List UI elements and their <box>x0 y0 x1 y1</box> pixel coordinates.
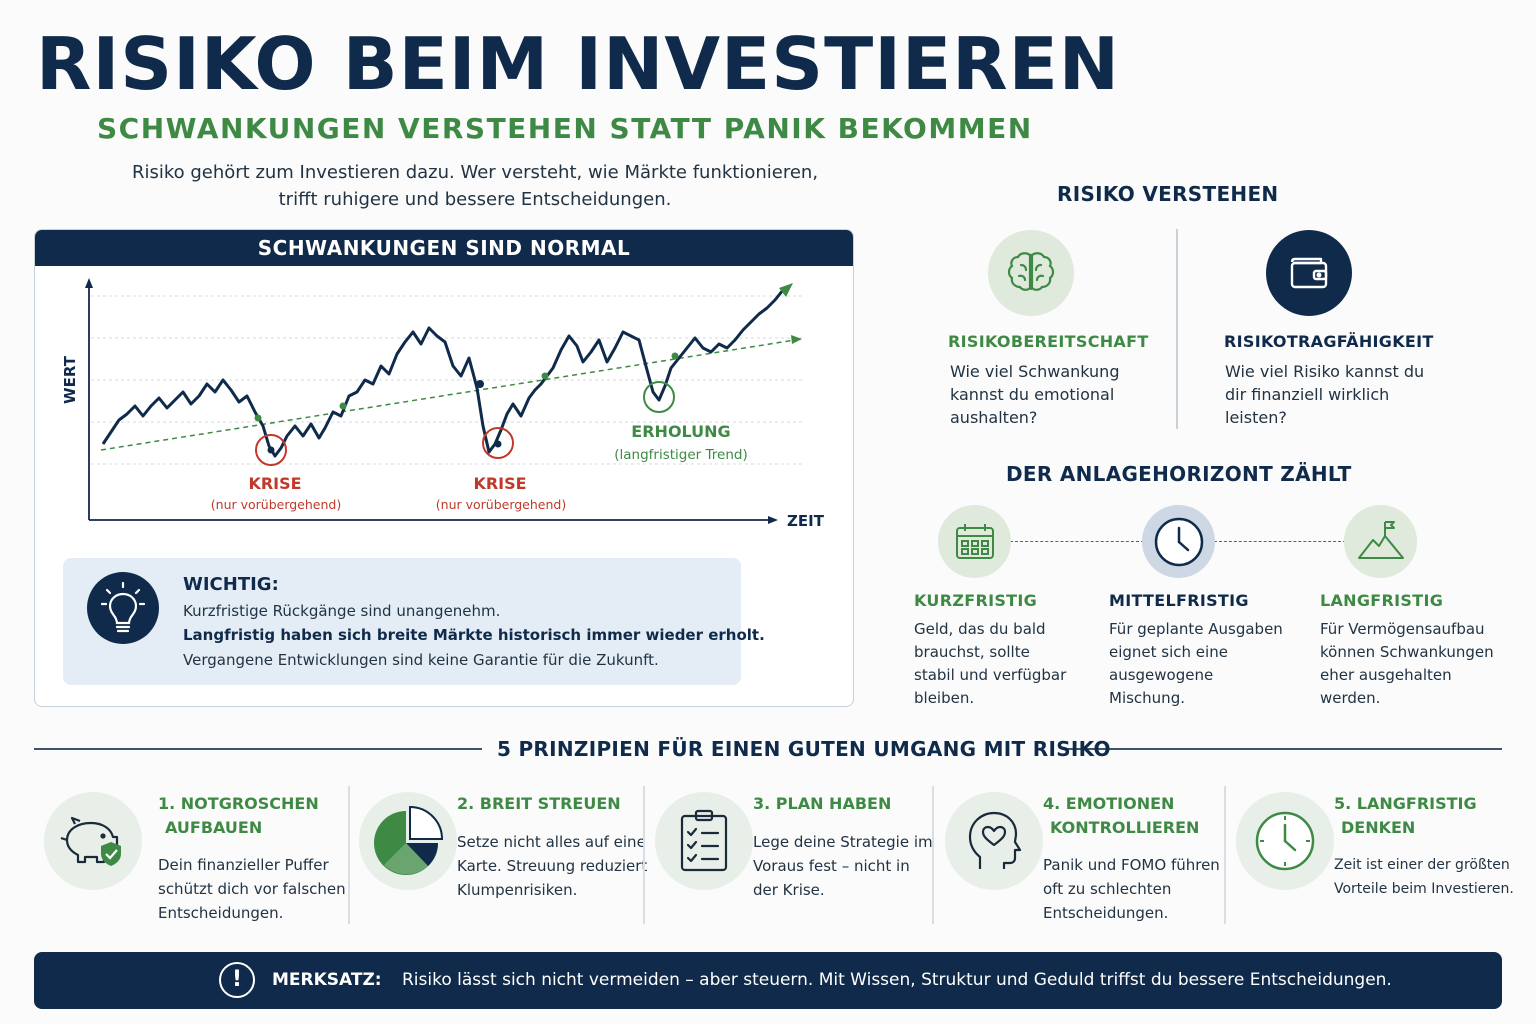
principle-5-text: Zeit ist einer der größten Vorteile beim… <box>1334 857 1514 897</box>
principle-divider-4 <box>1224 786 1226 924</box>
mountain-flag-icon <box>1344 505 1417 578</box>
wallet-icon <box>1266 230 1352 316</box>
principle-1-title: 1. NOTGROSCHEN AUFBAUEN <box>158 794 319 837</box>
clock-icon <box>1236 792 1334 890</box>
crisis-label-1: KRISE <box>248 474 301 493</box>
crisis-label-2: KRISE <box>473 474 526 493</box>
recovery-label: ERHOLUNG <box>631 422 730 441</box>
horizon-item-3-title: LANGFRISTIG <box>1320 591 1444 610</box>
crisis-marker-2 <box>482 427 514 459</box>
risk-heading: RISIKO VERSTEHEN <box>1057 182 1279 206</box>
important-note: WICHTIG: Kurzfristige Rückgänge sind una… <box>63 558 765 685</box>
clock-icon <box>1142 505 1215 578</box>
principle-3-title: 3. PLAN HABEN <box>753 794 892 813</box>
recovery-marker <box>643 381 675 413</box>
horizon-item-1-title: KURZFRISTIG <box>914 591 1038 610</box>
risk-item-1-title: RISIKOBEREITSCHAFT <box>948 332 1149 351</box>
principle-2-text: Setze nicht alles auf eine Karte. Streuu… <box>457 833 648 899</box>
recovery-sub: (langfristiger Trend) <box>614 447 747 463</box>
principle-3-text: Lege deine Strategie im Voraus fest – ni… <box>753 833 933 899</box>
horizon-heading: DER ANLAGEHORIZONT ZÄHLT <box>1006 462 1352 486</box>
principle-divider-2 <box>643 786 645 924</box>
x-axis-label: ZEIT <box>787 512 825 530</box>
pie-chart-icon <box>359 792 457 890</box>
merksatz-label: MERKSATZ: <box>272 970 382 990</box>
principle-4-text: Panik und FOMO führen oft zu schlechten … <box>1043 856 1220 922</box>
horizon-item-3-text: Für Vermögensaufbau können Schwankungen … <box>1320 620 1494 707</box>
risk-item-2-title: RISIKOTRAGFÄHIGKEIT <box>1224 332 1434 351</box>
brain-icon <box>988 230 1074 316</box>
y-axis-label: WERT <box>61 355 79 404</box>
checklist-icon <box>655 792 753 890</box>
intro-text: Risiko gehört zum Investieren dazu. Wer … <box>131 162 819 210</box>
calendar-icon <box>938 505 1011 578</box>
principle-5-title: 5. LANGFRISTIG DENKEN <box>1334 794 1477 837</box>
horizon-item-2-text: Für geplante Ausgaben eignet sich eine a… <box>1109 620 1283 707</box>
risk-item-1-text: Wie viel Schwankung kannst du emotional … <box>950 362 1120 427</box>
horizon-item-2-title: MITTELFRISTIG <box>1109 591 1249 610</box>
crisis-sub-1: (nur vorübergehend) <box>211 497 341 512</box>
horizon-item-1-text: Geld, das du bald brauchst, sollte stabi… <box>914 620 1067 707</box>
head-heart-icon <box>945 792 1043 890</box>
principles-rule-left <box>34 748 482 750</box>
principle-2-title: 2. BREIT STREUEN <box>457 794 621 813</box>
chart-svg: WERT ZEIT KRISE (nur vorübergehend) KRIS… <box>61 278 825 530</box>
note-line-3: Vergangene Entwicklungen sind keine Gara… <box>183 651 659 669</box>
crisis-sub-2: (nur vorübergehend) <box>436 497 566 512</box>
page-subtitle: SCHWANKUNGEN VERSTEHEN STATT PANIK BEKOM… <box>97 112 1033 145</box>
principle-1-text: Dein finanzieller Puffer schützt dich vo… <box>158 856 346 922</box>
note-title: WICHTIG: <box>183 574 279 595</box>
merksatz-banner: ! MERKSATZ: Risiko lässt sich nicht verm… <box>34 952 1502 1009</box>
principles-rule-right <box>1064 748 1502 750</box>
merksatz-text: Risiko lässt sich nicht vermeiden – aber… <box>402 970 1392 990</box>
note-line-2: Langfristig haben sich breite Märkte his… <box>183 626 765 644</box>
principles-heading: 5 PRINZIPIEN FÜR EINEN GUTEN UMGANG MIT … <box>497 737 1111 761</box>
horizon-connector-1 <box>1010 541 1144 542</box>
note-line-1: Kurzfristige Rückgänge sind unangenehm. <box>183 602 501 620</box>
chart-header: SCHWANKUNGEN SIND NORMAL <box>35 230 853 266</box>
principle-4-title: 4. EMOTIONEN KONTROLLIEREN <box>1043 794 1200 837</box>
principle-divider-3 <box>932 786 934 924</box>
page-title: RISIKO BEIM INVESTIEREN <box>36 22 1121 106</box>
lightbulb-icon <box>87 572 159 644</box>
risk-item-2-text: Wie viel Risiko kannst du dir finanziell… <box>1225 362 1425 427</box>
chart-panel: SCHWANKUNGEN SIND NORMAL WERT ZEIT <box>34 229 854 707</box>
risk-divider <box>1176 229 1178 429</box>
exclamation-icon: ! <box>219 962 255 998</box>
crisis-marker-1 <box>255 434 287 466</box>
principle-divider-1 <box>348 786 350 924</box>
piggy-bank-icon <box>44 792 142 890</box>
horizon-connector-2 <box>1214 541 1346 542</box>
